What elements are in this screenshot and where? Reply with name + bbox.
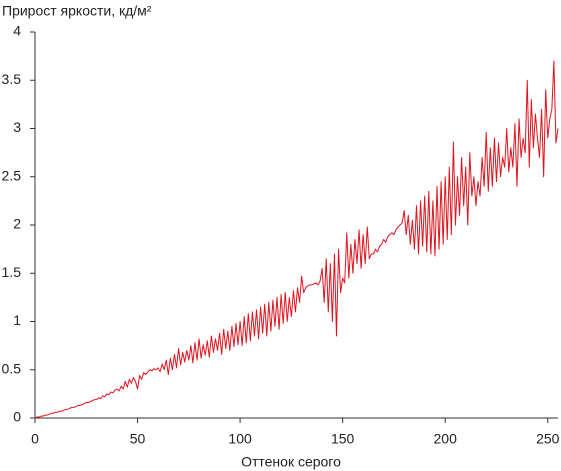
x-tick-label: 0	[31, 431, 39, 447]
y-tick-label: 3.5	[2, 71, 22, 87]
y-tick-label: 0	[13, 409, 21, 425]
y-tick-label: 4	[13, 23, 21, 39]
y-tick-label: 2.5	[2, 167, 22, 183]
y-tick-label: 1	[13, 312, 21, 328]
x-tick-label: 50	[130, 431, 146, 447]
data-line	[34, 60, 559, 419]
y-tick-label: 3	[13, 119, 21, 135]
x-tick-label: 100	[228, 431, 252, 447]
y-tick-label: 1.5	[2, 264, 22, 280]
x-tick-label: 250	[536, 431, 560, 447]
x-tick-label: 150	[331, 431, 355, 447]
y-tick-label: 2	[13, 216, 21, 232]
x-axis-label: Оттенок серого	[241, 454, 341, 470]
y-tick-label: 0.5	[2, 360, 22, 376]
x-tick-label: 200	[434, 431, 458, 447]
chart-title: Прирост яркости, кд/м²	[2, 3, 152, 19]
